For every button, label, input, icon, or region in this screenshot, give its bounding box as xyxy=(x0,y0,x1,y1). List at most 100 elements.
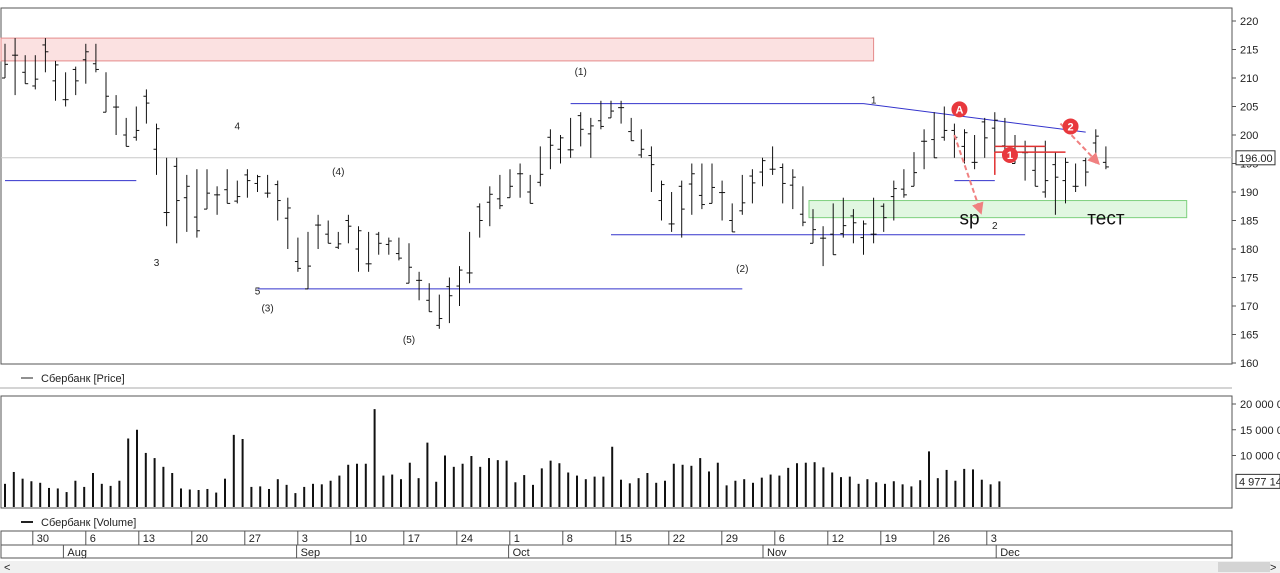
price-bar xyxy=(759,157,766,187)
price-bar xyxy=(799,186,806,227)
price-bar xyxy=(981,117,988,158)
price-bar xyxy=(365,231,372,272)
price-bar xyxy=(315,214,322,249)
price-tick-label: 210 xyxy=(1240,73,1258,85)
circle-marker[interactable]: 2 xyxy=(1062,118,1079,135)
price-tick-label: 205 xyxy=(1240,102,1258,114)
annotation-text: sp xyxy=(960,209,980,230)
price-bar xyxy=(244,169,251,198)
volume-legend: Сбербанк [Volume] xyxy=(41,517,136,529)
price-bar xyxy=(214,186,221,215)
wave-label: 3 xyxy=(154,258,160,269)
price-bar xyxy=(577,112,584,147)
date-day-label: 19 xyxy=(885,533,897,545)
price-bar xyxy=(123,117,130,147)
date-day-label: 13 xyxy=(143,533,155,545)
price-bar xyxy=(193,169,200,238)
price-bar xyxy=(729,203,736,233)
price-bar xyxy=(668,192,675,232)
wave-label: 1 xyxy=(871,96,877,107)
price-bar xyxy=(416,271,423,301)
price-bar xyxy=(678,180,685,238)
scroll-left-arrow[interactable]: < xyxy=(4,562,10,573)
volume-tick-label: 20 000 0 xyxy=(1240,399,1280,411)
price-bar xyxy=(810,209,816,244)
scrollbar-thumb[interactable] xyxy=(1218,562,1270,572)
svg-text:1: 1 xyxy=(1007,150,1013,162)
price-bar xyxy=(658,180,665,221)
price-bar xyxy=(698,163,705,210)
price-bar xyxy=(587,117,594,158)
date-day-label: 10 xyxy=(355,533,367,545)
price-bar xyxy=(900,169,907,198)
price-bar xyxy=(456,266,463,306)
price-bar xyxy=(931,112,938,159)
price-bar xyxy=(567,117,574,158)
price-bar xyxy=(476,203,483,238)
date-day-label: 6 xyxy=(779,533,785,545)
date-day-label: 22 xyxy=(673,533,685,545)
date-day-label: 3 xyxy=(302,533,308,545)
price-bar xyxy=(1052,152,1059,215)
price-bar xyxy=(921,129,928,170)
volume-tick-label: 15 000 0 xyxy=(1240,425,1280,437)
price-bar xyxy=(557,135,564,164)
price-bar xyxy=(1042,140,1049,198)
svg-text:2: 2 xyxy=(1067,121,1073,133)
price-tick-label: 220 xyxy=(1240,16,1258,28)
price-bar xyxy=(204,169,210,210)
price-tick-label: 190 xyxy=(1240,187,1258,199)
price-bar xyxy=(709,163,715,204)
wave-label: (4) xyxy=(332,167,344,178)
price-tick-label: 215 xyxy=(1240,45,1258,57)
date-day-label: 17 xyxy=(408,533,420,545)
price-legend: Сбербанк [Price] xyxy=(41,373,125,385)
price-tick-label: 160 xyxy=(1240,358,1258,370)
date-day-label: 15 xyxy=(620,533,632,545)
wave-label: 5 xyxy=(255,287,261,298)
price-bar xyxy=(486,186,493,227)
trend-line-4[interactable] xyxy=(863,103,1086,133)
date-month-label: Nov xyxy=(767,547,787,559)
price-tick-label: 175 xyxy=(1240,273,1258,285)
date-day-label: 1 xyxy=(514,533,520,545)
price-bar xyxy=(507,169,513,199)
date-day-label: 24 xyxy=(461,533,473,545)
price-bar xyxy=(52,60,59,101)
wave-label: (2) xyxy=(736,264,748,275)
price-tick-label: 185 xyxy=(1240,216,1258,228)
circle-marker[interactable]: A xyxy=(951,101,968,118)
circle-marker[interactable]: 1 xyxy=(1001,146,1018,163)
price-bar xyxy=(355,226,362,272)
date-day-label: 3 xyxy=(991,533,997,545)
price-bar xyxy=(517,163,524,198)
wave-label: 2 xyxy=(992,221,998,232)
price-bar xyxy=(638,129,645,158)
price-bar xyxy=(103,72,109,113)
price-bar xyxy=(719,180,726,221)
price-bar xyxy=(264,174,271,198)
price-bar xyxy=(840,197,847,238)
dashed-arrow-down xyxy=(953,134,984,215)
price-bar xyxy=(113,95,120,135)
scroll-right-arrow[interactable]: > xyxy=(1270,562,1276,573)
last-volume-badge: 4 977 14 xyxy=(1235,473,1280,489)
price-bar xyxy=(779,163,786,204)
price-bar xyxy=(971,135,978,170)
price-bar xyxy=(395,237,402,261)
date-month-label: Aug xyxy=(67,547,87,559)
svg-text:A: A xyxy=(955,104,963,116)
price-bar xyxy=(961,129,968,164)
price-bar xyxy=(294,237,301,272)
horizontal-scrollbar[interactable] xyxy=(0,561,1280,573)
annotation-text: тест xyxy=(1087,209,1125,230)
price-bar xyxy=(870,197,877,244)
price-bar xyxy=(820,226,827,267)
price-bar xyxy=(830,203,837,256)
price-bar xyxy=(749,169,756,204)
wave-label: (3) xyxy=(261,304,273,315)
date-month-label: Dec xyxy=(1000,547,1020,559)
price-bar xyxy=(1032,146,1039,187)
price-bar xyxy=(254,174,261,192)
